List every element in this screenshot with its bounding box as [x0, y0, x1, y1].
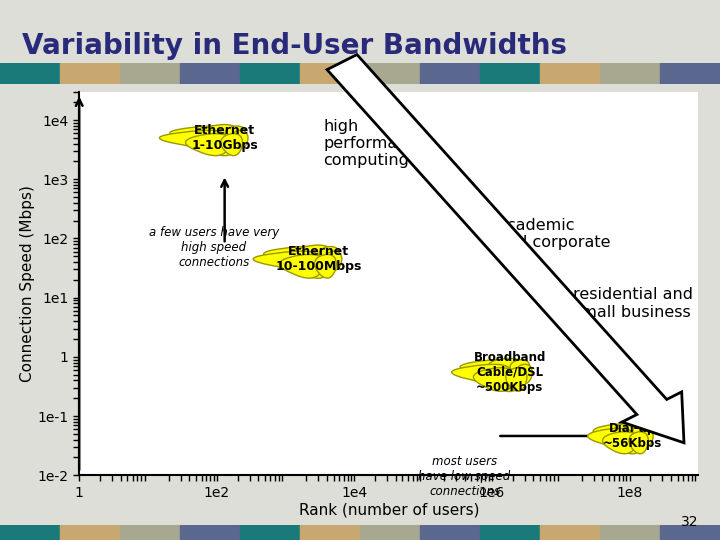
Ellipse shape [489, 359, 522, 374]
Bar [600, 63, 660, 84]
Text: high
performance
computing: high performance computing [323, 119, 426, 168]
Ellipse shape [506, 368, 527, 392]
Ellipse shape [264, 247, 323, 264]
Bar [480, 525, 540, 540]
Bar [480, 63, 540, 84]
Bar [660, 63, 720, 84]
Bar [360, 63, 420, 84]
Text: a few users have very
high speed
connections: a few users have very high speed connect… [148, 226, 279, 269]
Ellipse shape [221, 133, 243, 156]
Ellipse shape [186, 133, 230, 156]
X-axis label: Rank (number of users): Rank (number of users) [299, 502, 479, 517]
Bar [180, 525, 240, 540]
Ellipse shape [474, 368, 515, 392]
Ellipse shape [296, 245, 331, 261]
Bar [180, 63, 240, 84]
Ellipse shape [319, 247, 339, 264]
Bar [420, 63, 480, 84]
Bar [300, 63, 360, 84]
Text: residential and
small business: residential and small business [573, 287, 693, 320]
Text: 32: 32 [681, 515, 698, 529]
Ellipse shape [451, 364, 511, 383]
Bar [120, 525, 180, 540]
Ellipse shape [202, 125, 237, 140]
Bar [240, 525, 300, 540]
Bar [300, 525, 360, 540]
Bar [540, 63, 600, 84]
Ellipse shape [603, 432, 637, 454]
Ellipse shape [516, 364, 532, 383]
Text: Broadband
Cable/DSL
~500Kbps: Broadband Cable/DSL ~500Kbps [473, 350, 546, 394]
Ellipse shape [325, 251, 342, 271]
Ellipse shape [282, 248, 334, 278]
Ellipse shape [231, 130, 248, 148]
Bar [60, 525, 120, 540]
Bar [600, 525, 660, 540]
Ellipse shape [633, 424, 651, 441]
Ellipse shape [279, 254, 324, 278]
Ellipse shape [510, 360, 530, 377]
Ellipse shape [253, 251, 320, 271]
Ellipse shape [605, 426, 647, 454]
Ellipse shape [629, 432, 648, 454]
Ellipse shape [460, 360, 513, 377]
Ellipse shape [188, 127, 240, 156]
Ellipse shape [476, 361, 525, 392]
Ellipse shape [170, 126, 229, 143]
Bar [120, 63, 180, 84]
Y-axis label: Connection Speed (Mbps): Connection Speed (Mbps) [20, 185, 35, 382]
Bar [360, 525, 420, 540]
Bar [0, 525, 60, 540]
Text: Dial-up
~56Kbps: Dial-up ~56Kbps [603, 422, 662, 450]
Text: Variability in End-User Bandwidths: Variability in End-User Bandwidths [22, 32, 567, 60]
Text: academic
and corporate: academic and corporate [498, 218, 611, 250]
Bar [60, 63, 120, 84]
Bar [240, 63, 300, 84]
Ellipse shape [593, 424, 636, 441]
Bar [660, 525, 720, 540]
Ellipse shape [315, 254, 336, 278]
Text: Ethernet
1-10Gbps: Ethernet 1-10Gbps [192, 124, 258, 152]
Bar [420, 525, 480, 540]
Bar [540, 525, 600, 540]
Ellipse shape [159, 130, 226, 148]
Text: Ethernet
10-100Mbps: Ethernet 10-100Mbps [275, 245, 361, 273]
Ellipse shape [615, 423, 644, 438]
Ellipse shape [225, 126, 246, 143]
Ellipse shape [588, 428, 634, 447]
Text: most users
have low speed
connections: most users have low speed connections [418, 455, 510, 498]
Ellipse shape [638, 428, 653, 447]
Bar [0, 63, 60, 84]
